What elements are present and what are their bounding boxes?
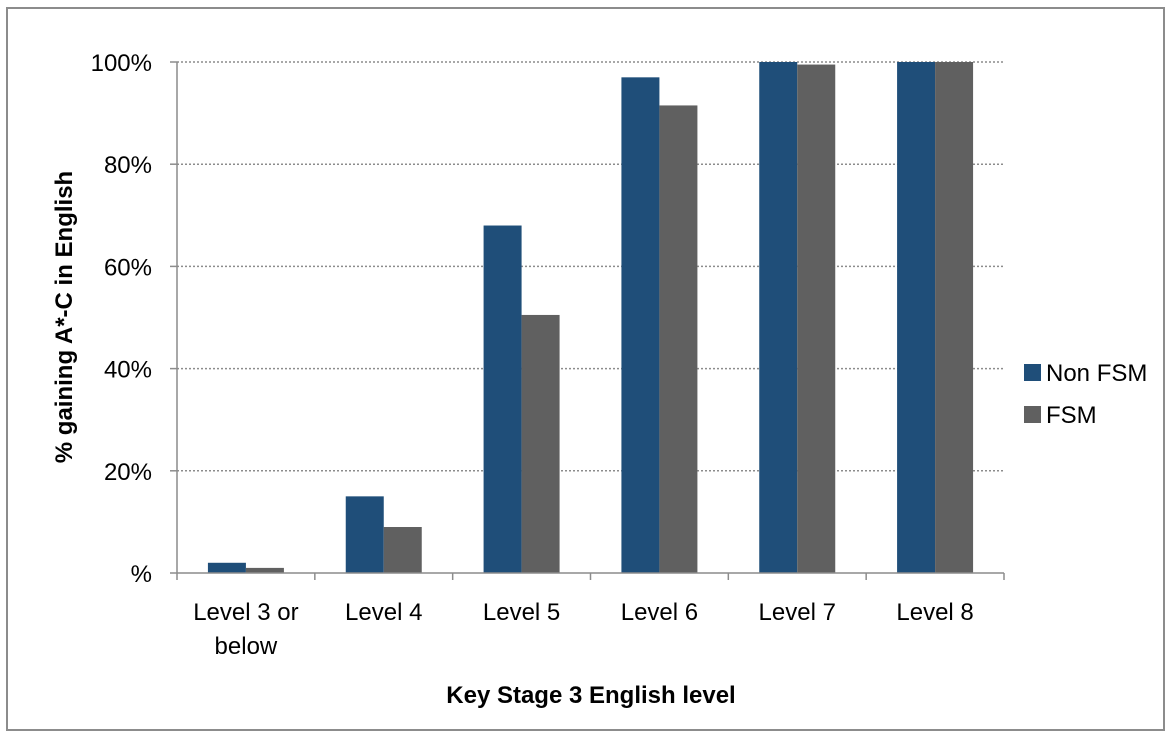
y-tick-label: 40% (104, 357, 152, 384)
x-tick-label: Level 6 (621, 599, 698, 626)
bar-non-fsm-4 (759, 62, 798, 573)
bar-fsm-4 (797, 64, 836, 574)
x-tick-label: Level 4 (345, 599, 422, 626)
x-tick-label: below (215, 633, 278, 660)
bar-non-fsm-5 (897, 62, 936, 573)
bar-non-fsm-3 (621, 77, 660, 573)
bar-non-fsm-0 (207, 562, 246, 573)
y-tick-label: % (131, 561, 152, 588)
y-tick-label: 80% (104, 152, 152, 179)
legend-swatch-non-fsm (1024, 364, 1041, 381)
x-axis-title: Key Stage 3 English level (446, 682, 735, 709)
x-tick-label: Level 7 (759, 599, 836, 626)
bars (207, 62, 974, 574)
bar-fsm-1 (383, 527, 422, 573)
y-axis-title: % gaining A*-C in English (51, 171, 78, 463)
legend-label: FSM (1046, 402, 1097, 429)
axes (170, 61, 1005, 580)
x-tick-label: Level 3 or (193, 599, 298, 626)
x-tick-label: Level 5 (483, 599, 560, 626)
legend-swatch-fsm (1024, 406, 1041, 423)
bar-fsm-0 (245, 567, 284, 573)
legend: Non FSM FSM (1024, 360, 1147, 429)
gridlines (177, 61, 1004, 472)
bar-fsm-5 (935, 62, 974, 573)
bar-fsm-3 (659, 105, 698, 573)
y-tick-labels: % 20% 40% 60% 80% 100% (91, 50, 152, 588)
x-tick-label: Level 8 (896, 599, 973, 626)
bar-fsm-2 (521, 314, 560, 573)
bar-non-fsm-2 (483, 225, 522, 573)
legend-label: Non FSM (1046, 360, 1147, 387)
y-tick-label: 60% (104, 254, 152, 281)
bar-non-fsm-1 (345, 496, 384, 573)
x-tick-labels: Level 3 or below Level 4 Level 5 Level 6 Leve… (193, 599, 974, 660)
y-tick-label: 100% (91, 50, 152, 77)
y-tick-label: 20% (104, 459, 152, 486)
